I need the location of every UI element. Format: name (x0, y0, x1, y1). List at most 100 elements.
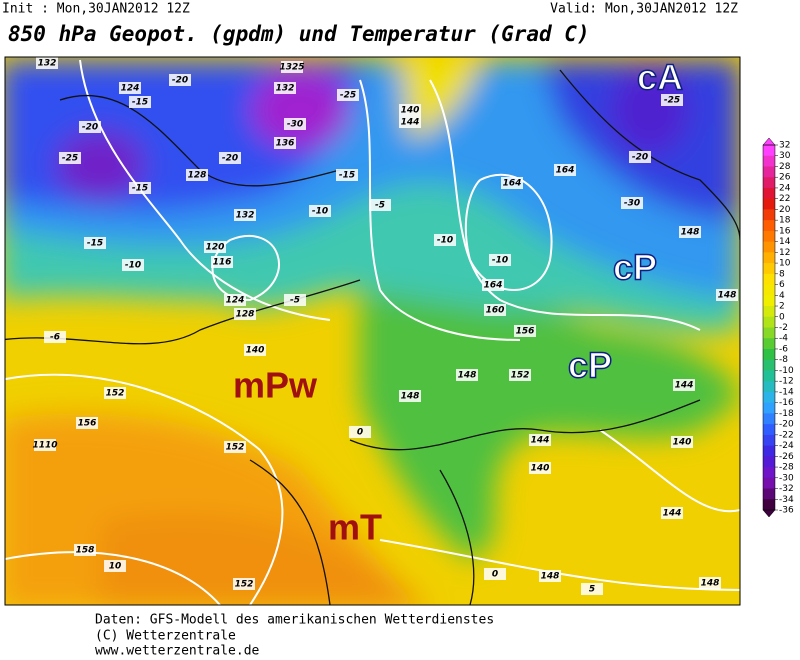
colorbar-segment (763, 187, 775, 200)
contour-label: -10 (437, 236, 453, 246)
contour-label-box (284, 294, 306, 306)
contour-label-box (529, 462, 551, 474)
contour-label: 148 (401, 392, 420, 402)
contour-label-box (34, 439, 56, 451)
contour-label: 160 (486, 306, 505, 316)
contour-label-box (349, 426, 371, 438)
contour-label: 152 (235, 580, 254, 590)
contour-label: 1110 (32, 441, 57, 451)
colorbar-segment (763, 402, 775, 414)
contour-label-box (434, 234, 456, 246)
contour-label-box (554, 164, 576, 176)
colorbar-segment (763, 230, 775, 243)
contour-label-box (456, 369, 478, 381)
colorbar-top-arrow (762, 137, 776, 146)
contour-label-box (629, 151, 651, 163)
colorbar-segment (763, 348, 775, 361)
contour-label: 148 (701, 579, 720, 589)
contour-label-box (129, 182, 151, 194)
colorbar-tick-label: -26 (779, 452, 794, 462)
colorbar-tick-label: 24 (779, 183, 791, 193)
colorbar-segment (763, 295, 775, 307)
colorbar-segment (763, 316, 775, 328)
colorbar-tick-label: -20 (779, 420, 794, 430)
contour-label: 156 (516, 327, 535, 337)
contour-label-box (36, 57, 58, 69)
contour-label-box (186, 169, 208, 181)
contour-label: 144 (675, 381, 694, 391)
contour-label-box (369, 199, 391, 211)
colorbar-tick-label: 26 (779, 173, 791, 183)
contour-label-box (509, 369, 531, 381)
contour-label-box (129, 96, 151, 108)
air-mass-label: mPw (233, 365, 318, 406)
colorbar-tick-label: -10 (779, 366, 794, 376)
contour-label-box (84, 237, 106, 249)
colorbar-tick-label: 20 (779, 205, 791, 215)
contour-label-box (661, 507, 683, 519)
colorbar-tick-label: -4 (779, 334, 788, 344)
colorbar-tick-label: -28 (779, 463, 794, 473)
contour-label-box (514, 325, 536, 337)
colorbar-segment (763, 273, 775, 286)
contour-label-box (234, 209, 256, 221)
contour-label-box (484, 304, 506, 316)
contour-label: -15 (132, 98, 148, 108)
contour-label-box (661, 94, 683, 106)
contour-label: 164 (503, 179, 522, 189)
contour-label-box (104, 560, 126, 572)
contour-label: -5 (290, 296, 300, 306)
contour-label-box (119, 82, 141, 94)
colorbar-segment (763, 284, 775, 296)
contour-label-box (44, 331, 66, 343)
contour-label: 0 (492, 570, 498, 580)
contour-label: -25 (62, 154, 78, 164)
contour-label: 140 (531, 464, 550, 474)
contour-label: -30 (287, 120, 303, 130)
map-title: 850 hPa Geopot. (gpdm) und Temperatur (G… (8, 22, 590, 46)
colorbar-tick-label: 32 (779, 141, 790, 151)
colorbar-tick-label: -36 (779, 506, 794, 516)
contour-label: 0 (357, 428, 363, 438)
colorbar-segment (763, 306, 775, 318)
colorbar-tick-label: -8 (779, 355, 788, 365)
contour-label: 156 (78, 419, 97, 429)
contour-label-box (501, 177, 523, 189)
contour-label: 144 (401, 118, 420, 128)
colorbar-segment (763, 241, 775, 253)
contour-label: 10 (109, 562, 122, 572)
contour-label: 140 (673, 438, 692, 448)
colorbar-segment (763, 338, 775, 350)
air-mass-label: cP (613, 247, 657, 288)
contour-label: -6 (50, 333, 60, 343)
contour-label: -10 (125, 261, 141, 271)
colorbar-tick-label: 8 (779, 269, 785, 279)
colorbar-tick-label: -2 (779, 323, 788, 333)
footer-line: www.wetterzentrale.de (95, 644, 260, 657)
contour-label-box (399, 116, 421, 128)
colorbar-tick-label: 10 (779, 259, 791, 269)
contour-label: 164 (556, 166, 575, 176)
contour-label: 148 (718, 291, 737, 301)
colorbar-tick-label: 30 (779, 151, 791, 161)
air-mass-label: cA (637, 57, 683, 98)
colorbar-segment (763, 155, 775, 167)
contour-label-box (336, 169, 358, 181)
colorbar-segment (763, 359, 775, 371)
contour-label-box (309, 205, 331, 217)
contour-label: 152 (106, 389, 125, 399)
colorbar-segment (763, 445, 775, 457)
contour-label-box (281, 61, 303, 73)
contour-label: -30 (624, 199, 640, 209)
map-frame (4, 56, 741, 606)
contour-label: 124 (121, 84, 140, 94)
colorbar-segment (763, 424, 775, 436)
colorbar-tick-label: 18 (779, 216, 791, 226)
air-mass-label: cP (568, 345, 612, 386)
colorbar-tick-label: 0 (779, 312, 785, 322)
colorbar-segment (763, 488, 775, 500)
contour-label: 128 (188, 171, 207, 181)
colorbar-tick-label: -34 (779, 495, 794, 505)
contour-label: -15 (87, 239, 103, 249)
contour-label: -25 (340, 91, 356, 101)
